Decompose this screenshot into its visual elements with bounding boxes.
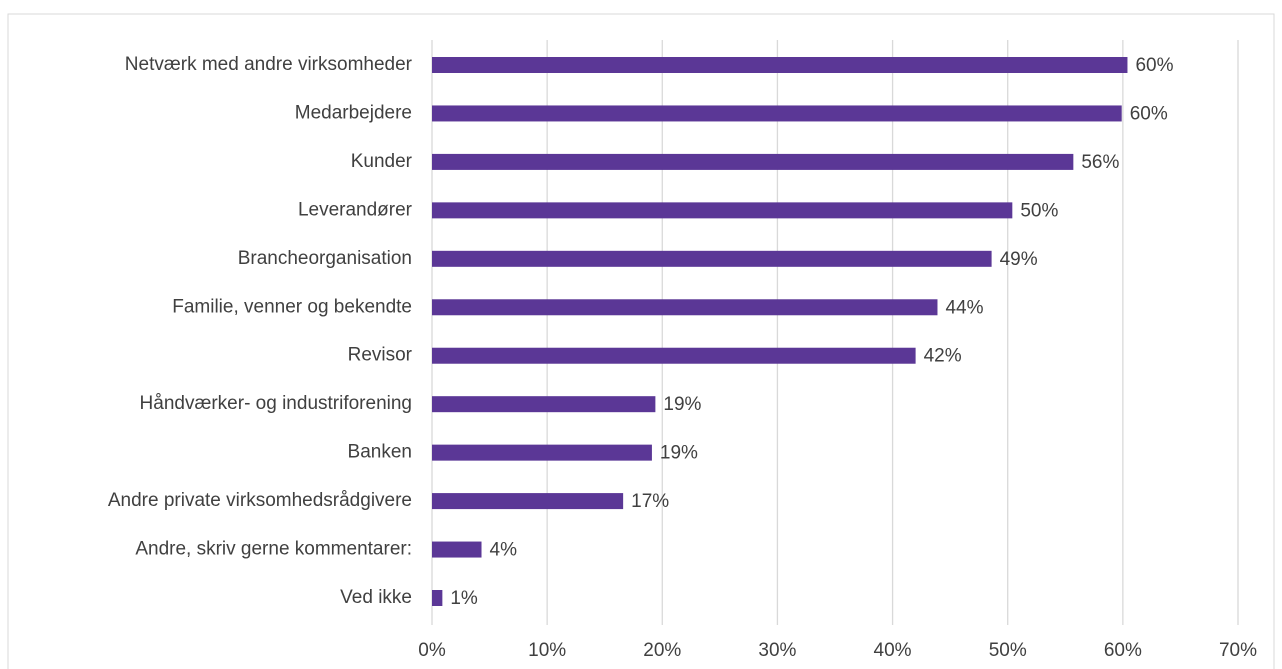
x-tick-label: 30% [758,640,796,661]
value-label: 19% [660,443,698,464]
bar [432,590,443,606]
y-tick-label: Familie, venner og bekendte [172,296,412,317]
x-tick-label: 10% [528,640,566,661]
y-tick-label: Banken [348,442,412,463]
bar [432,347,916,364]
value-label: 56% [1081,152,1119,173]
y-tick-label: Andre private virksomhedsrådgivere [108,490,412,511]
x-tick-label: 0% [418,640,446,661]
y-tick-label: Revisor [348,345,413,366]
bar [432,444,652,461]
value-label: 60% [1130,103,1168,124]
bar [432,396,656,413]
y-tick-label: Ved ikke [340,587,412,608]
x-tick-label: 70% [1219,640,1257,661]
value-label: 49% [1000,249,1038,270]
bar [432,153,1074,170]
bar [432,299,938,316]
value-label: 42% [924,346,962,367]
value-label: 50% [1020,200,1058,221]
y-tick-label: Medarbejdere [295,102,412,123]
x-tick-label: 20% [643,640,681,661]
x-tick-label: 60% [1104,640,1142,661]
x-tick-label: 50% [989,640,1027,661]
value-label: 1% [450,588,478,609]
value-label: 4% [490,540,518,561]
y-tick-label: Netværk med andre virksomheder [125,54,413,75]
y-tick-label: Andre, skriv gerne kommentarer: [135,539,412,560]
bar [432,493,624,510]
value-label: 19% [663,394,701,415]
value-label: 60% [1135,55,1173,76]
x-tick-label: 40% [874,640,912,661]
value-label: 17% [631,491,669,512]
y-tick-label: Kunder [351,151,413,172]
y-tick-label: Leverandører [298,199,413,220]
bar [432,541,482,558]
bar [432,202,1013,219]
y-tick-label: Håndværker- og industriforening [140,393,412,414]
chart-frame [7,13,1275,669]
bar [432,105,1122,122]
bar [432,250,992,267]
y-tick-label: Brancheorganisation [238,248,412,269]
bar [432,57,1128,73]
value-label: 44% [945,297,983,318]
